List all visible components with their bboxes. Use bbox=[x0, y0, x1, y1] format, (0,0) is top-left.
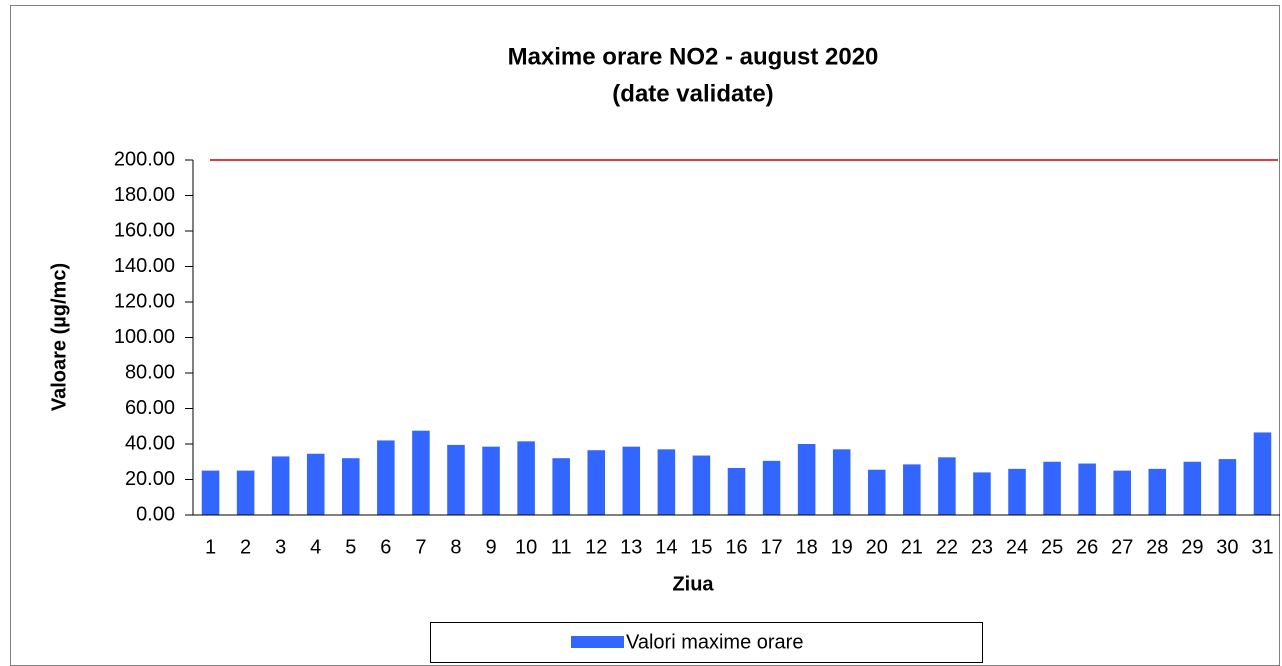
x-tick-label: 20 bbox=[866, 536, 888, 558]
y-tick-label: 100.00 bbox=[114, 326, 175, 348]
x-tick-label: 11 bbox=[551, 536, 572, 558]
chart-subtitle: (date validate) bbox=[612, 80, 773, 107]
bar bbox=[973, 472, 991, 515]
bar bbox=[622, 446, 641, 515]
y-tick-label: 60.00 bbox=[125, 397, 175, 419]
x-axis-label: Ziua bbox=[672, 573, 714, 595]
bar bbox=[201, 470, 220, 515]
bar bbox=[1148, 468, 1167, 515]
y-tick-label: 40.00 bbox=[125, 432, 175, 454]
x-tick-label: 10 bbox=[515, 536, 537, 558]
x-tick-label: 2 bbox=[240, 536, 251, 558]
bar bbox=[938, 457, 956, 515]
bar bbox=[797, 444, 816, 515]
x-tick-label: 28 bbox=[1146, 536, 1168, 558]
x-tick-label: 9 bbox=[485, 536, 496, 558]
bar bbox=[657, 449, 676, 515]
x-tick-label: 12 bbox=[585, 536, 607, 558]
bar bbox=[727, 467, 746, 515]
y-axis-label: Valoare (µg/mc) bbox=[48, 263, 70, 411]
bar bbox=[552, 458, 570, 515]
y-tick-label: 200.00 bbox=[114, 148, 175, 170]
x-tick-label: 8 bbox=[450, 536, 461, 558]
bar bbox=[903, 464, 921, 515]
x-tick-label: 14 bbox=[655, 536, 677, 558]
bar bbox=[447, 444, 465, 515]
x-tick-label: 3 bbox=[275, 536, 286, 558]
bar bbox=[1113, 470, 1131, 515]
x-tick-label: 23 bbox=[971, 536, 993, 558]
y-tick-label: 160.00 bbox=[114, 219, 175, 241]
x-tick-label: 26 bbox=[1076, 536, 1098, 558]
x-tick-label: 27 bbox=[1111, 536, 1133, 558]
y-tick-label: 180.00 bbox=[114, 184, 175, 206]
legend-label: Valori maxime orare bbox=[626, 631, 803, 653]
x-tick-label: 25 bbox=[1041, 536, 1063, 558]
x-tick-label: 24 bbox=[1006, 536, 1028, 558]
bar bbox=[867, 469, 886, 515]
bar bbox=[271, 456, 290, 515]
bar bbox=[762, 460, 781, 515]
y-tick-label: 140.00 bbox=[114, 255, 175, 277]
chart-title: Maxime orare NO2 - august 2020 bbox=[508, 43, 879, 70]
bar bbox=[692, 455, 711, 515]
bar bbox=[236, 470, 255, 515]
bar bbox=[1183, 461, 1202, 515]
bar bbox=[1043, 461, 1061, 515]
x-tick-label: 5 bbox=[345, 536, 356, 558]
x-tick-label: 1 bbox=[205, 536, 216, 558]
x-tick-label: 7 bbox=[415, 536, 426, 558]
bar bbox=[1008, 468, 1026, 515]
x-tick-label: 30 bbox=[1216, 536, 1238, 558]
x-tick-label: 16 bbox=[725, 536, 747, 558]
bar bbox=[1253, 432, 1272, 515]
bar bbox=[587, 450, 606, 515]
x-tick-label: 31 bbox=[1251, 536, 1273, 558]
bar bbox=[832, 449, 851, 515]
bar bbox=[1218, 459, 1237, 515]
x-tick-label: 15 bbox=[690, 536, 712, 558]
legend-swatch bbox=[571, 636, 624, 648]
y-tick-label: 80.00 bbox=[125, 361, 175, 383]
x-tick-label: 4 bbox=[310, 536, 321, 558]
bar bbox=[377, 440, 395, 515]
bar bbox=[482, 446, 500, 515]
y-tick-label: 0.00 bbox=[136, 503, 175, 525]
bar bbox=[1078, 463, 1096, 515]
bar bbox=[412, 430, 430, 515]
x-tick-label: 22 bbox=[936, 536, 958, 558]
bar bbox=[306, 453, 325, 515]
y-tick-label: 120.00 bbox=[114, 290, 175, 312]
legend-box bbox=[430, 622, 983, 663]
bar bbox=[517, 441, 535, 515]
bar bbox=[342, 458, 360, 515]
x-tick-label: 13 bbox=[620, 536, 642, 558]
x-tick-label: 21 bbox=[901, 536, 923, 558]
x-tick-label: 19 bbox=[831, 536, 853, 558]
x-tick-label: 18 bbox=[796, 536, 818, 558]
x-tick-label: 17 bbox=[760, 536, 782, 558]
x-tick-label: 29 bbox=[1181, 536, 1203, 558]
chart-frame bbox=[10, 5, 1280, 666]
x-tick-label: 6 bbox=[380, 536, 391, 558]
y-tick-label: 20.00 bbox=[125, 468, 175, 490]
